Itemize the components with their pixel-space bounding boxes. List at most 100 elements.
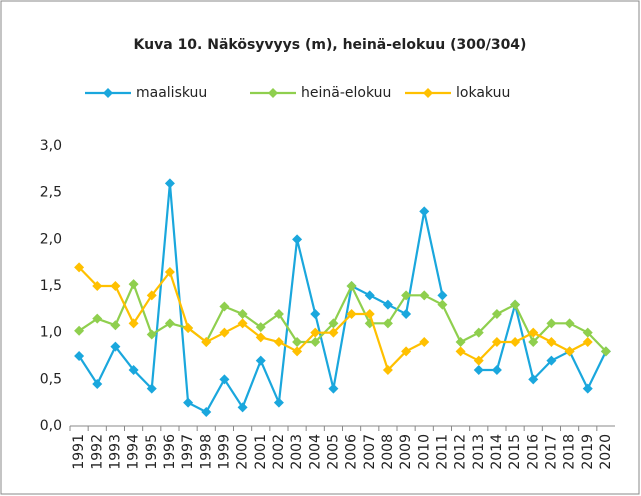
data-point [546,337,557,347]
data-point [419,337,430,347]
data-point [292,234,303,245]
data-point [473,327,484,338]
data-point [382,365,393,375]
x-tick-label: 1998 [198,434,214,470]
data-point [528,327,539,338]
data-point [92,281,103,291]
data-point [582,383,593,394]
legend-marker [103,88,113,98]
data-point [164,178,175,189]
data-point [146,290,157,301]
data-point [510,299,521,310]
data-point [273,397,284,408]
data-point [510,337,521,347]
data-point [128,279,139,290]
data-point [237,318,248,329]
data-point [382,299,393,310]
data-point [328,383,339,394]
data-point [292,337,303,347]
data-point [491,309,502,319]
data-point [110,281,121,291]
data-point [128,365,139,375]
x-tick-label: 2016 [525,434,541,470]
chart-title: Kuva 10. Näkösyvyys (m), heinä-elokuu (3… [134,37,527,53]
x-tick-label: 1995 [144,434,160,470]
data-point [491,337,502,347]
data-point [401,346,412,357]
data-point [346,309,357,319]
x-tick-label: 2000 [235,434,251,470]
data-point [328,327,339,338]
y-tick-label: 1,0 [40,325,62,341]
y-tick-label: 3,0 [40,138,62,154]
data-point [346,281,357,291]
legend-label: heinä-elokuu [301,85,391,101]
data-point [310,309,321,319]
x-tick-label: 2008 [380,434,396,470]
data-point [92,313,103,324]
x-tick-label: 2009 [398,434,414,470]
data-point [582,327,593,338]
data-point [164,318,175,329]
x-tick-label: 2020 [598,434,614,470]
y-tick-label: 2,5 [40,185,62,201]
data-point [183,397,194,408]
y-tick-label: 1,5 [40,278,62,294]
data-point [237,402,248,413]
data-point [74,351,85,361]
x-tick-label: 2006 [344,434,360,470]
legend-marker [268,88,278,98]
x-tick-label: 2005 [325,434,341,470]
data-point [382,318,393,329]
x-tick-label: 2003 [289,434,305,470]
x-tick-label: 2013 [471,434,487,470]
data-point [364,290,375,301]
x-tick-label: 1996 [162,434,178,470]
x-tick-label: 2007 [362,434,378,470]
data-point [146,383,157,394]
data-point [546,355,557,366]
y-tick-label: 2,0 [40,231,62,247]
data-point [564,346,575,357]
data-point [273,337,284,347]
data-point [364,309,375,319]
data-point [110,320,121,331]
data-point [546,318,557,329]
data-point [255,332,266,343]
x-tick-label: 2012 [453,434,469,470]
data-point [419,290,430,301]
data-point [455,337,466,347]
data-point [455,346,466,357]
x-tick-label: 1993 [107,434,123,470]
x-tick-label: 2019 [580,434,596,470]
data-point [419,206,430,217]
y-tick-label: 0,0 [40,418,62,434]
data-point [292,346,303,357]
data-point [491,365,502,375]
data-point [219,374,230,385]
data-point [255,355,266,366]
data-point [110,341,121,352]
data-point [437,299,448,310]
data-point [183,323,194,333]
x-tick-label: 1999 [216,434,232,470]
data-point [473,355,484,366]
data-point [128,318,139,329]
data-point [564,318,575,329]
data-point [473,365,484,375]
legend-label: maaliskuu [136,85,207,101]
x-tick-label: 1991 [71,434,87,470]
data-point [528,337,539,347]
data-point [437,290,448,301]
data-point [600,346,611,357]
data-point [237,309,248,319]
data-point [310,337,321,347]
x-tick-label: 2017 [543,434,559,470]
data-point [219,301,230,312]
x-tick-label: 2014 [489,434,505,470]
x-tick-label: 2001 [253,434,269,470]
data-point [255,322,266,333]
x-tick-label: 2010 [416,434,432,470]
x-tick-label: 2004 [307,434,323,470]
